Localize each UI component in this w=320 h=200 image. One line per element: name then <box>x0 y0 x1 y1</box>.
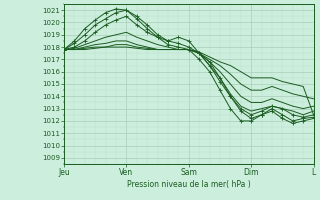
X-axis label: Pression niveau de la mer( hPa ): Pression niveau de la mer( hPa ) <box>127 180 251 189</box>
